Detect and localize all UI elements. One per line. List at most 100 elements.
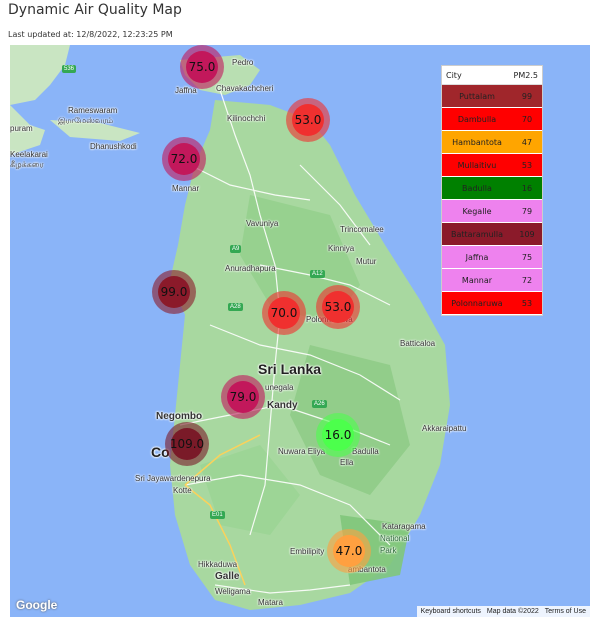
aqi-marker-jaffna[interactable]: 75.0 xyxy=(180,45,224,89)
marker-core: 75.0 xyxy=(186,51,218,83)
place-sri-lanka: Sri Lanka xyxy=(258,361,322,377)
legend-city: Badulla xyxy=(462,183,492,193)
marker-value: 16.0 xyxy=(324,428,352,442)
marker-value: 75.0 xyxy=(188,60,216,74)
place-park: Park xyxy=(380,546,397,555)
place-ella: Ella xyxy=(340,458,354,467)
map-data-text: Map data ©2022 xyxy=(486,608,539,615)
legend-row: Kegalle 79 xyxy=(442,200,542,223)
place-badulla: Badulla xyxy=(352,447,379,456)
place-rameswaram-ta: இராமேஸ்வரம் xyxy=(58,116,114,125)
place-kilinochchi: Kilinochchi xyxy=(227,114,266,123)
marker-core: 53.0 xyxy=(292,104,324,136)
legend-city: Puttalam xyxy=(459,91,495,101)
place-anuradhapura: Anuradhapura xyxy=(225,264,276,273)
place-kandy: Kandy xyxy=(267,400,298,411)
place-kataragama: Kataragama xyxy=(382,522,426,531)
keyboard-shortcuts-link[interactable]: Keyboard shortcuts xyxy=(420,608,481,615)
aqi-marker-battaramulla[interactable]: 109.0 xyxy=(165,422,209,466)
page-title: Dynamic Air Quality Map xyxy=(8,2,182,18)
aqi-marker-badulla[interactable]: 16.0 xyxy=(316,413,360,457)
legend-value: 70 xyxy=(521,114,533,124)
legend-row: Badulla 16 xyxy=(442,177,542,200)
marker-value: 72.0 xyxy=(170,152,198,166)
marker-value: 53.0 xyxy=(294,113,322,127)
legend-city: Dambulla xyxy=(457,114,497,124)
route-shield: 536 xyxy=(62,65,77,73)
marker-core: 99.0 xyxy=(158,276,190,308)
marker-value: 53.0 xyxy=(324,300,352,314)
legend-row: Dambulla 70 xyxy=(442,108,542,131)
legend-city: Mannar xyxy=(461,275,493,285)
legend-row: Puttalam 99 xyxy=(442,85,542,108)
marker-core: 72.0 xyxy=(168,143,200,175)
place-batticaloa: Batticaloa xyxy=(400,339,436,348)
aqi-marker-kegalle[interactable]: 79.0 xyxy=(221,375,265,419)
aqi-marker-polonnaruwa[interactable]: 53.0 xyxy=(316,285,360,329)
aqi-marker-mannar[interactable]: 72.0 xyxy=(162,137,206,181)
place-hambantota: ambantota xyxy=(348,565,386,574)
legend-header: City PM2.5 xyxy=(442,66,542,85)
legend-row: Mullaitivu 53 xyxy=(442,154,542,177)
place-national-park: National xyxy=(380,534,410,543)
legend-city: Battaramulla xyxy=(451,229,503,239)
place-vavuniya: Vavuniya xyxy=(246,219,279,228)
place-dhanushkodi: Dhanushkodi xyxy=(90,142,137,151)
legend-value: 79 xyxy=(521,206,533,216)
place-chavakachcheri: Chavakachcheri xyxy=(216,84,274,93)
place-hikkaduwa: Hikkaduwa xyxy=(198,560,238,569)
place-kurunegala: unegala xyxy=(265,383,294,392)
legend-value: 75 xyxy=(521,252,533,262)
place-pedro: Pedro xyxy=(232,58,254,67)
legend-col-pm25: PM2.5 xyxy=(513,71,538,80)
legend-city: Jaffna xyxy=(465,252,489,262)
place-embilipitiya: Embilipity xyxy=(290,547,325,556)
legend-value: 16 xyxy=(521,183,533,193)
marker-core: 16.0 xyxy=(322,419,354,451)
place-matara: Matara xyxy=(258,598,283,607)
aqi-marker-hambantota[interactable]: 47.0 xyxy=(327,529,371,573)
map-attribution: Keyboard shortcuts Map data ©2022 Terms … xyxy=(416,606,590,617)
legend-row: Battaramulla 109 xyxy=(442,223,542,246)
place-negombo: Negombo xyxy=(156,411,203,422)
aqi-marker-puttalam[interactable]: 99.0 xyxy=(152,270,196,314)
place-puram: puram xyxy=(10,124,33,133)
aqi-marker-mullaitivu[interactable]: 53.0 xyxy=(286,98,330,142)
terms-link[interactable]: Terms of Use xyxy=(544,608,586,615)
legend-city: Kegalle xyxy=(462,206,492,216)
legend-city: Mullaitivu xyxy=(457,160,497,170)
aqi-marker-dambulla[interactable]: 70.0 xyxy=(262,291,306,335)
legend-value: 53 xyxy=(521,160,533,170)
legend-value: 53 xyxy=(521,298,533,308)
place-akkaraipattu: Akkaraipattu xyxy=(422,424,467,433)
legend-row: Jaffna 75 xyxy=(442,246,542,269)
marker-core: 47.0 xyxy=(333,535,365,567)
legend-value: 72 xyxy=(521,275,533,285)
place-weligama: Weligama xyxy=(215,587,251,596)
legend-value: 47 xyxy=(521,137,533,147)
marker-value: 47.0 xyxy=(335,544,363,558)
marker-value: 99.0 xyxy=(160,285,188,299)
marker-core: 79.0 xyxy=(227,381,259,413)
place-rameswaram: Rameswaram xyxy=(68,106,118,115)
place-galle: Galle xyxy=(215,571,240,582)
place-mutur: Mutur xyxy=(356,257,377,266)
place-keelakarai: Keelakarai xyxy=(10,150,48,159)
marker-value: 109.0 xyxy=(169,437,205,451)
legend-value: 99 xyxy=(521,91,533,101)
marker-value: 70.0 xyxy=(270,306,298,320)
place-nuwara-eliya: Nuwara Eliya xyxy=(278,447,326,456)
route-shield: A12 xyxy=(310,270,325,278)
route-shield: A9 xyxy=(230,245,242,253)
legend-city: Polonnaruwa xyxy=(451,298,503,308)
route-shield: E01 xyxy=(210,511,225,519)
legend-row: Hambantota 47 xyxy=(442,131,542,154)
last-updated-text: Last updated at: 12/8/2022, 12:23:25 PM xyxy=(8,30,173,39)
google-logo: Google xyxy=(16,598,58,612)
place-sri-jayawardenepura: Sri Jayawardenepura xyxy=(135,474,211,483)
marker-value: 79.0 xyxy=(229,390,257,404)
route-shield: A26 xyxy=(312,400,327,408)
legend-row: Mannar 72 xyxy=(442,269,542,292)
legend-table: City PM2.5 Puttalam 99 Dambulla 70 Hambant… xyxy=(441,65,543,316)
legend-value: 109 xyxy=(519,229,535,239)
